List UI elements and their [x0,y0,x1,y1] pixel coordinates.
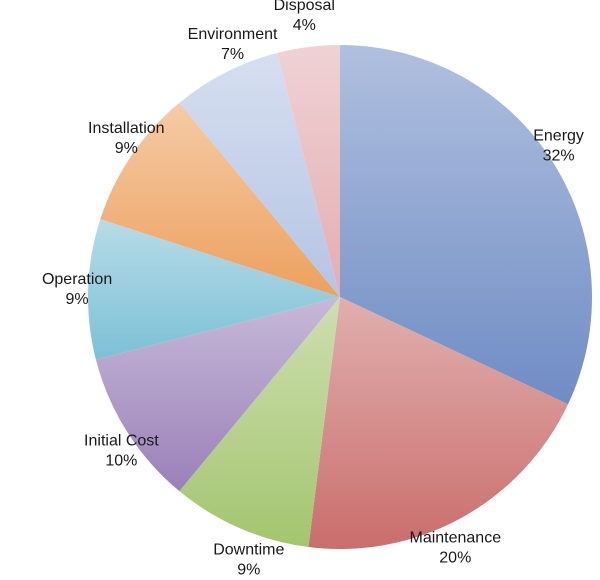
value-energy: 32% [543,147,575,164]
slice-installation [100,102,340,297]
slice-maintenance [308,297,569,549]
label-operation: Operation [42,271,112,288]
value-operation: 9% [66,291,89,308]
slice-downtime [179,297,340,548]
slice-labels: Energy 32% Maintenance 20% Downtime 9% Initial… [42,0,584,579]
value-maintenance: 20% [439,550,471,567]
pie-slices [88,45,593,549]
label-energy: Energy [533,127,584,144]
value-downtime: 9% [237,562,260,579]
label-environment: Environment [188,26,278,43]
value-initial-cost: 10% [105,453,137,470]
slice-environment [179,52,340,297]
value-installation: 9% [115,140,138,157]
label-initial-cost: Initial Cost [84,433,159,450]
slice-initial-cost [95,297,340,492]
value-environment: 7% [221,46,244,63]
label-downtime: Downtime [213,542,284,559]
slice-energy [340,45,593,405]
label-installation: Installation [88,120,165,137]
value-disposal: 4% [293,17,316,34]
slice-operation [88,219,340,360]
label-disposal: Disposal [274,0,335,14]
label-maintenance: Maintenance [409,530,501,547]
slice-disposal [277,45,340,297]
